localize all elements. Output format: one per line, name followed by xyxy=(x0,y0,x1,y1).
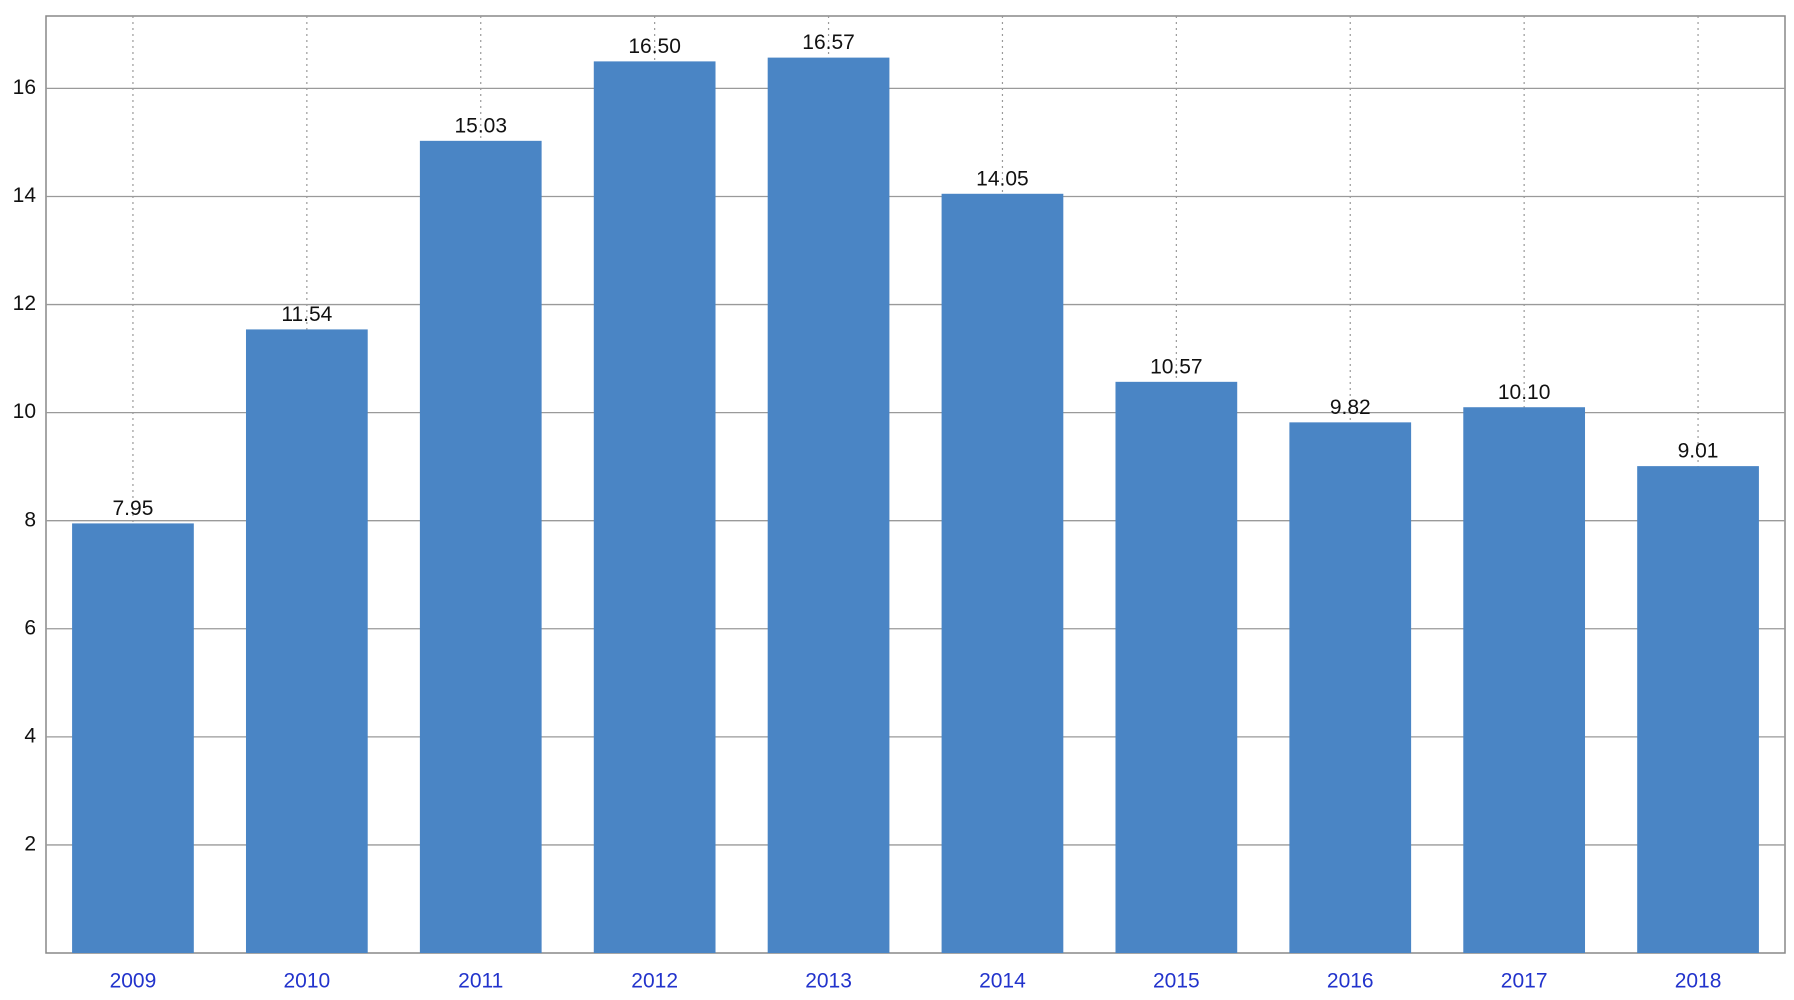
bar xyxy=(1115,381,1238,954)
value-label: 10.10 xyxy=(1498,381,1551,404)
x-tick-label: 2011 xyxy=(458,970,503,993)
y-tick-label: 10 xyxy=(13,400,36,423)
y-tick-label: 8 xyxy=(24,508,36,531)
x-tick-label: 2010 xyxy=(283,970,330,993)
value-label: 16.50 xyxy=(628,35,681,58)
x-tick-label: 2016 xyxy=(1327,970,1374,993)
value-label: 11.54 xyxy=(281,303,332,326)
y-tick-label: 14 xyxy=(13,184,37,207)
bar xyxy=(1637,466,1759,953)
y-tick-label: 16 xyxy=(13,76,36,99)
value-label: 14.05 xyxy=(976,167,1029,190)
bar xyxy=(941,193,1064,953)
bar xyxy=(1289,422,1412,953)
x-tick-label: 2018 xyxy=(1675,970,1722,993)
x-tick-label: 2009 xyxy=(110,970,157,993)
y-tick-label: 6 xyxy=(24,616,36,639)
value-label: 10.57 xyxy=(1150,355,1203,378)
bar xyxy=(72,523,194,953)
value-label: 16.57 xyxy=(802,31,855,54)
x-tick-label: 2017 xyxy=(1501,970,1548,993)
y-tick-label: 12 xyxy=(13,292,36,315)
value-label: 9.82 xyxy=(1330,396,1371,419)
y-tick-label: 4 xyxy=(24,724,36,747)
x-tick-label: 2015 xyxy=(1153,970,1200,993)
bar xyxy=(593,61,716,954)
bar xyxy=(767,57,890,954)
x-tick-label: 2014 xyxy=(979,970,1026,993)
bar xyxy=(245,329,368,953)
x-tick-label: 2013 xyxy=(805,970,852,993)
y-tick-label: 2 xyxy=(24,832,36,855)
value-label: 7.95 xyxy=(113,497,154,520)
bar xyxy=(1463,407,1586,953)
plot-frame xyxy=(45,15,1786,954)
bar xyxy=(419,140,542,953)
value-label: 15.03 xyxy=(454,114,507,137)
value-label: 9.01 xyxy=(1678,440,1719,463)
x-tick-label: 2012 xyxy=(631,970,678,993)
